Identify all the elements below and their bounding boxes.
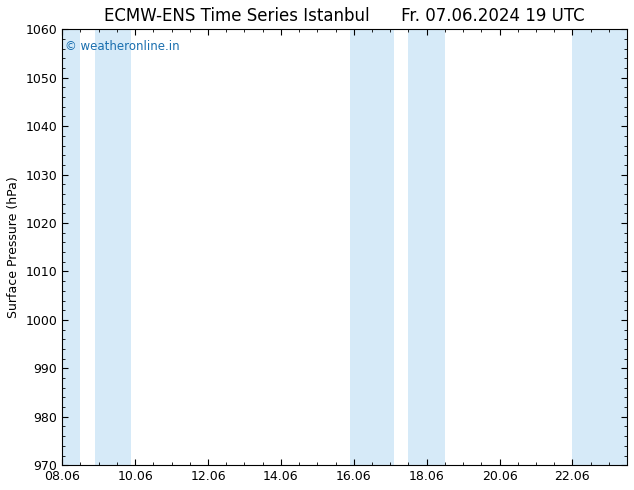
Bar (350, 29, 394, 465)
Title: ECMW-ENS Time Series Istanbul      Fr. 07.06.2024 19 UTC: ECMW-ENS Time Series Istanbul Fr. 07.06.… (105, 7, 585, 25)
Bar (408, 29, 445, 465)
Bar (95, 29, 131, 465)
Y-axis label: Surface Pressure (hPa): Surface Pressure (hPa) (7, 176, 20, 318)
Bar (62, 29, 81, 465)
Bar (573, 29, 627, 465)
Text: © weatheronline.in: © weatheronline.in (65, 40, 179, 53)
